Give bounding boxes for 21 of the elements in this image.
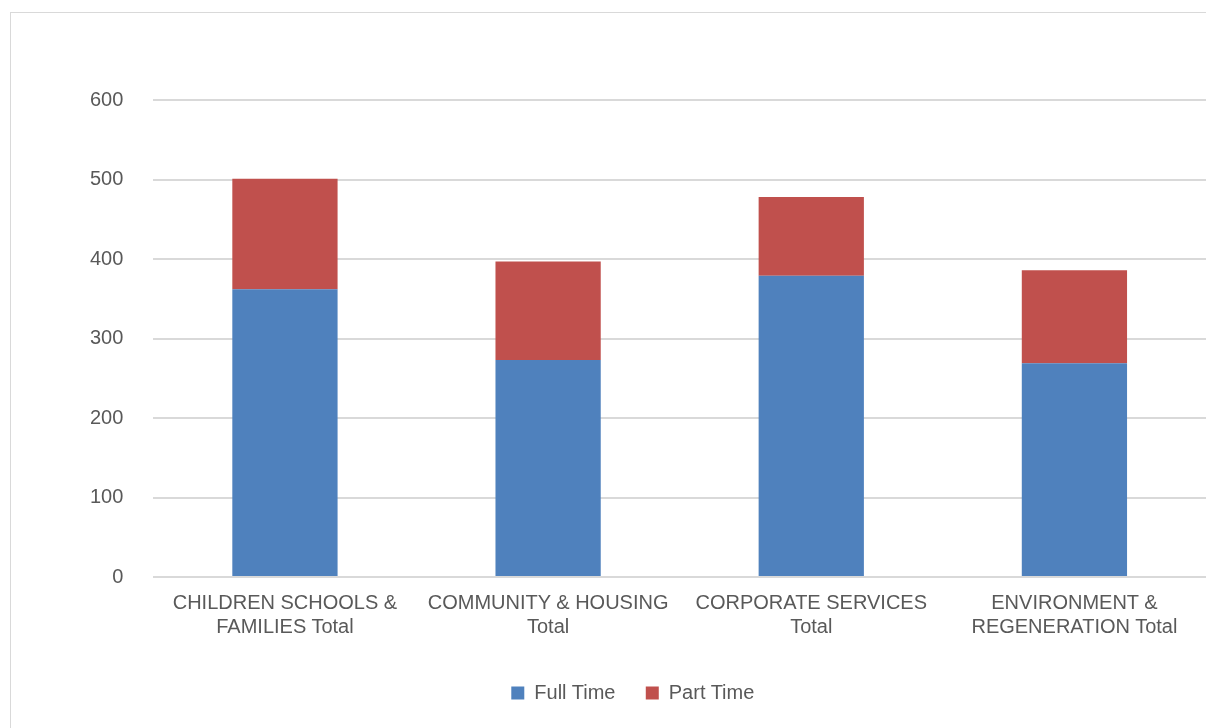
y-tick-label: 300	[89, 326, 124, 349]
bar	[232, 178, 338, 290]
x-tick-label: ENVIRONMENT & REGENERATION Total	[971, 590, 1178, 637]
x-tick-label: CORPORATE SERVICES Total	[695, 590, 928, 637]
y-tick-label: 0	[112, 564, 124, 587]
legend-label: Part Time	[668, 680, 755, 703]
x-tick-label: COMMUNITY & HOUSING Total	[427, 590, 669, 637]
x-tick-label: CHILDREN SCHOOLS & FAMILIES Total	[172, 590, 398, 637]
y-tick-label: 200	[89, 405, 124, 428]
y-tick-label: 400	[89, 246, 124, 269]
y-tick-label: 100	[89, 485, 124, 508]
bar	[232, 289, 338, 576]
bar	[1021, 363, 1128, 576]
bar	[1021, 270, 1128, 364]
bar	[758, 196, 864, 276]
bar	[758, 275, 864, 576]
y-tick-label: 600	[89, 87, 124, 110]
bar	[495, 359, 601, 576]
bar	[495, 261, 601, 360]
y-tick-label: 500	[89, 167, 124, 190]
legend-label: Full Time	[534, 680, 616, 703]
